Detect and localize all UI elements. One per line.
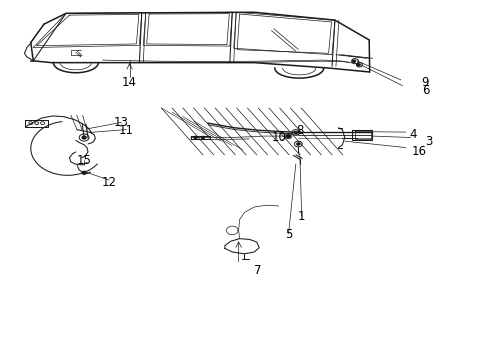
Text: 8: 8 bbox=[296, 124, 304, 137]
Circle shape bbox=[356, 64, 359, 66]
Circle shape bbox=[296, 143, 299, 145]
Circle shape bbox=[82, 136, 86, 139]
Text: 13: 13 bbox=[114, 116, 128, 129]
Text: 5: 5 bbox=[284, 228, 292, 241]
Text: 3: 3 bbox=[424, 135, 431, 148]
Circle shape bbox=[201, 136, 204, 139]
Text: 10: 10 bbox=[271, 131, 286, 144]
Circle shape bbox=[82, 171, 86, 174]
Text: 14: 14 bbox=[122, 76, 137, 89]
Text: 11: 11 bbox=[119, 124, 133, 137]
Text: 1: 1 bbox=[297, 210, 305, 223]
Text: 6: 6 bbox=[421, 84, 428, 97]
Circle shape bbox=[352, 60, 355, 62]
Text: 9: 9 bbox=[421, 76, 428, 89]
Circle shape bbox=[194, 136, 197, 139]
Circle shape bbox=[286, 135, 290, 138]
Circle shape bbox=[294, 131, 297, 134]
Text: 15: 15 bbox=[77, 154, 91, 167]
Text: 7: 7 bbox=[254, 264, 262, 277]
Text: 12: 12 bbox=[102, 176, 116, 189]
Text: 16: 16 bbox=[411, 145, 426, 158]
Text: 4: 4 bbox=[408, 128, 416, 141]
